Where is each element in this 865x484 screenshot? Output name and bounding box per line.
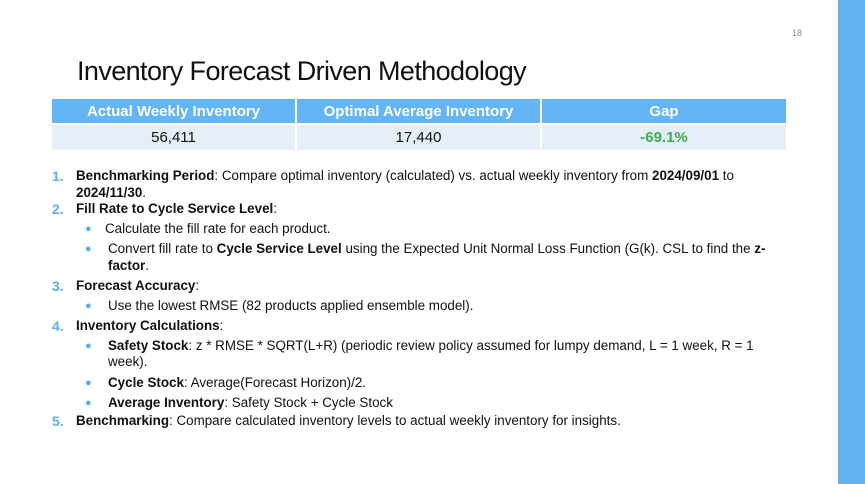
step-text: :: [273, 201, 277, 216]
sub-bullet: ● Safety Stock: z * RMSE * SQRT(L+R) (pe…: [52, 338, 792, 371]
step-text: .: [142, 184, 147, 200]
list-item: 2. Fill Rate to Cycle Service Level:: [52, 201, 792, 218]
bullet-dot-icon: ●: [85, 222, 92, 235]
bullet-text: .: [145, 257, 149, 273]
bullet-bold: Safety Stock: [108, 337, 189, 353]
bullet-bold: Cycle Service Level: [216, 241, 342, 256]
step-label: Forecast Accuracy: [76, 278, 196, 293]
step-text: :: [219, 318, 224, 333]
header-optimal-average-inventory: Optimal Average Inventory: [296, 99, 542, 124]
step-label: Fill Rate to Cycle Service Level: [76, 201, 274, 216]
bullet-text: : Safety Stock + Cycle Stock: [224, 395, 393, 410]
bullet-text: : z * RMSE * SQRT(L+R) (periodic review …: [108, 337, 754, 370]
step-label: Benchmarking Period: [76, 168, 215, 183]
bullet-text: Calculate the fill rate for each product…: [105, 220, 331, 236]
date-end: 2024/11/30: [76, 184, 143, 200]
sub-bullet: ● Cycle Stock: Average(Forecast Horizon)…: [52, 375, 792, 392]
step-number: 2.: [52, 201, 64, 217]
sub-bullet: ● Convert fill rate to Cycle Service Lev…: [52, 241, 792, 274]
cell-optimal-average-inventory: 17,440: [296, 123, 542, 150]
step-label: Benchmarking: [76, 412, 170, 428]
sub-bullet: ● Use the lowest RMSE (82 products appli…: [52, 298, 792, 315]
bullet-bold: z-factor: [108, 241, 766, 273]
bullet-text: Convert fill rate to: [108, 241, 217, 256]
methodology-list: 1. Benchmarking Period: Compare optimal …: [52, 168, 792, 429]
date-start: 2024/09/01: [652, 168, 720, 183]
bullet-dot-icon: ●: [85, 397, 92, 409]
bullet-text: : Average(Forecast Horizon)/2.: [183, 374, 367, 390]
bullet-dot-icon: ●: [85, 299, 92, 312]
step-text: : Compare optimal inventory (calculated)…: [214, 168, 653, 183]
slide-title: Inventory Forecast Driven Methodology: [77, 56, 527, 86]
page-number: 18: [792, 28, 803, 38]
header-gap: Gap: [541, 99, 786, 124]
bullet-bold: Cycle Stock: [108, 374, 184, 390]
slide: 18 Inventory Forecast Driven Methodology…: [52, 28, 803, 429]
step-text: to: [719, 168, 734, 183]
list-item: 3. Forecast Accuracy:: [52, 278, 792, 295]
step-label: Inventory Calculations: [76, 318, 220, 333]
sub-bullet: ● Calculate the fill rate for each produ…: [52, 221, 792, 238]
bullet-text: Use the lowest RMSE (82 products applied…: [108, 297, 474, 313]
bullet-bold: Average Inventory: [108, 395, 225, 410]
step-text: : Compare calculated inventory levels to…: [169, 412, 621, 428]
step-number: 1.: [52, 168, 64, 184]
inventory-summary-table: Actual Weekly Inventory Optimal Average …: [52, 99, 786, 150]
list-item: 5. Benchmarking: Compare calculated inve…: [52, 413, 792, 430]
step-number: 5.: [52, 412, 64, 429]
bullet-text: using the Expected Unit Normal Loss Func…: [341, 241, 755, 256]
step-number: 4.: [52, 318, 64, 334]
bullet-dot-icon: ●: [85, 339, 92, 352]
step-text: :: [195, 278, 200, 293]
table-header-row: Actual Weekly Inventory Optimal Average …: [52, 99, 786, 124]
list-item: 4. Inventory Calculations:: [52, 318, 792, 335]
header-actual-weekly-inventory: Actual Weekly Inventory: [52, 99, 297, 124]
cell-gap: -69.1%: [541, 123, 786, 150]
table-row: 56,411 17,440 -69.1%: [52, 123, 786, 150]
accent-sidebar: [838, 0, 865, 484]
bullet-dot-icon: ●: [85, 376, 92, 389]
list-item: 1. Benchmarking Period: Compare optimal …: [52, 168, 792, 201]
cell-actual-weekly-inventory: 56,411: [52, 123, 297, 150]
step-number: 3.: [52, 278, 64, 294]
bullet-dot-icon: ●: [85, 243, 92, 255]
sub-bullet: ● Average Inventory: Safety Stock + Cycl…: [52, 395, 792, 412]
